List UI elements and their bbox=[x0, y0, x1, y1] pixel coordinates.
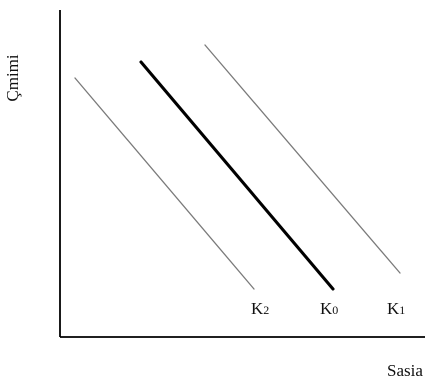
label-k1-main: K bbox=[387, 299, 400, 318]
line-k0 bbox=[139, 60, 335, 291]
label-k0-sub: 0 bbox=[332, 303, 338, 317]
line-k1 bbox=[204, 44, 401, 274]
y-axis-label: Çmimi bbox=[3, 54, 22, 102]
line-k2 bbox=[74, 77, 255, 290]
label-k1: K1 bbox=[387, 299, 405, 318]
label-k2-sub: 2 bbox=[263, 303, 269, 317]
label-k1-sub: 1 bbox=[399, 303, 405, 317]
label-k0: K0 bbox=[320, 299, 338, 318]
label-k2: K2 bbox=[251, 299, 269, 318]
label-k2-main: K bbox=[251, 299, 264, 318]
x-axis-label: Sasia bbox=[387, 361, 423, 380]
label-k0-main: K bbox=[320, 299, 333, 318]
